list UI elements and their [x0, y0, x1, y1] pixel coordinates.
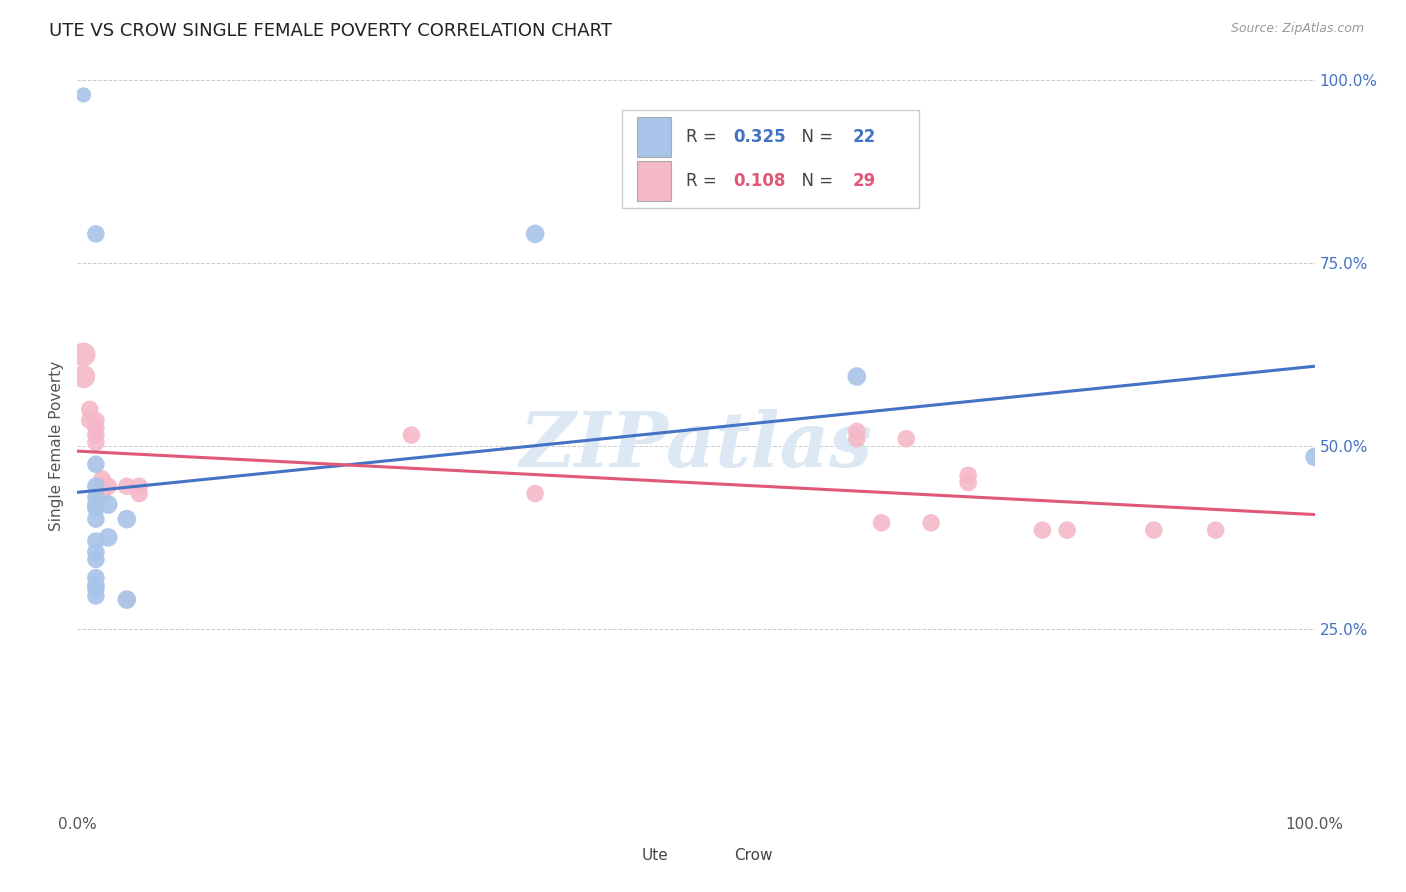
- Point: [128, 486, 150, 500]
- Point: [115, 592, 138, 607]
- Point: [84, 501, 107, 516]
- Point: [1031, 523, 1053, 537]
- Point: [84, 490, 107, 504]
- Point: [84, 498, 107, 512]
- Point: [84, 582, 107, 596]
- Point: [1303, 450, 1326, 464]
- Text: UTE VS CROW SINGLE FEMALE POVERTY CORRELATION CHART: UTE VS CROW SINGLE FEMALE POVERTY CORREL…: [49, 22, 612, 40]
- Point: [72, 348, 94, 362]
- Text: 29: 29: [853, 172, 876, 190]
- Point: [957, 475, 980, 490]
- Text: Source: ZipAtlas.com: Source: ZipAtlas.com: [1230, 22, 1364, 36]
- Text: N =: N =: [792, 172, 838, 190]
- Point: [84, 578, 107, 592]
- Point: [870, 516, 893, 530]
- Point: [84, 552, 107, 566]
- Point: [97, 530, 120, 544]
- Point: [401, 428, 423, 442]
- Point: [84, 458, 107, 472]
- Point: [84, 227, 107, 241]
- Text: Crow: Crow: [734, 848, 773, 863]
- Text: 0.108: 0.108: [733, 172, 786, 190]
- Point: [84, 413, 107, 427]
- Point: [79, 402, 101, 417]
- Point: [91, 486, 114, 500]
- Point: [1056, 523, 1078, 537]
- Point: [845, 432, 868, 446]
- Point: [84, 589, 107, 603]
- Text: R =: R =: [686, 128, 723, 146]
- FancyBboxPatch shape: [637, 117, 671, 158]
- Text: 0.325: 0.325: [733, 128, 786, 146]
- Point: [97, 479, 120, 493]
- Point: [84, 571, 107, 585]
- Text: 22: 22: [853, 128, 876, 146]
- Point: [896, 432, 918, 446]
- FancyBboxPatch shape: [609, 844, 637, 871]
- Point: [79, 413, 101, 427]
- Point: [115, 479, 138, 493]
- Point: [524, 486, 547, 500]
- Text: R =: R =: [686, 172, 723, 190]
- Point: [84, 534, 107, 549]
- Point: [97, 498, 120, 512]
- Point: [957, 468, 980, 483]
- Point: [84, 428, 107, 442]
- FancyBboxPatch shape: [637, 161, 671, 202]
- Point: [84, 435, 107, 450]
- Point: [1143, 523, 1166, 537]
- Text: N =: N =: [792, 128, 838, 146]
- Point: [72, 369, 94, 384]
- Point: [1205, 523, 1227, 537]
- Point: [84, 421, 107, 435]
- Point: [84, 512, 107, 526]
- Point: [91, 479, 114, 493]
- Point: [84, 545, 107, 559]
- Point: [115, 512, 138, 526]
- Y-axis label: Single Female Poverty: Single Female Poverty: [49, 361, 65, 531]
- Point: [128, 479, 150, 493]
- Point: [524, 227, 547, 241]
- Point: [91, 472, 114, 486]
- Point: [920, 516, 942, 530]
- Point: [72, 87, 94, 102]
- Point: [115, 592, 138, 607]
- Point: [845, 369, 868, 384]
- FancyBboxPatch shape: [621, 110, 918, 209]
- FancyBboxPatch shape: [702, 844, 730, 871]
- Point: [845, 425, 868, 439]
- Point: [84, 479, 107, 493]
- Text: Ute: Ute: [641, 848, 668, 863]
- Text: ZIPatlas: ZIPatlas: [519, 409, 873, 483]
